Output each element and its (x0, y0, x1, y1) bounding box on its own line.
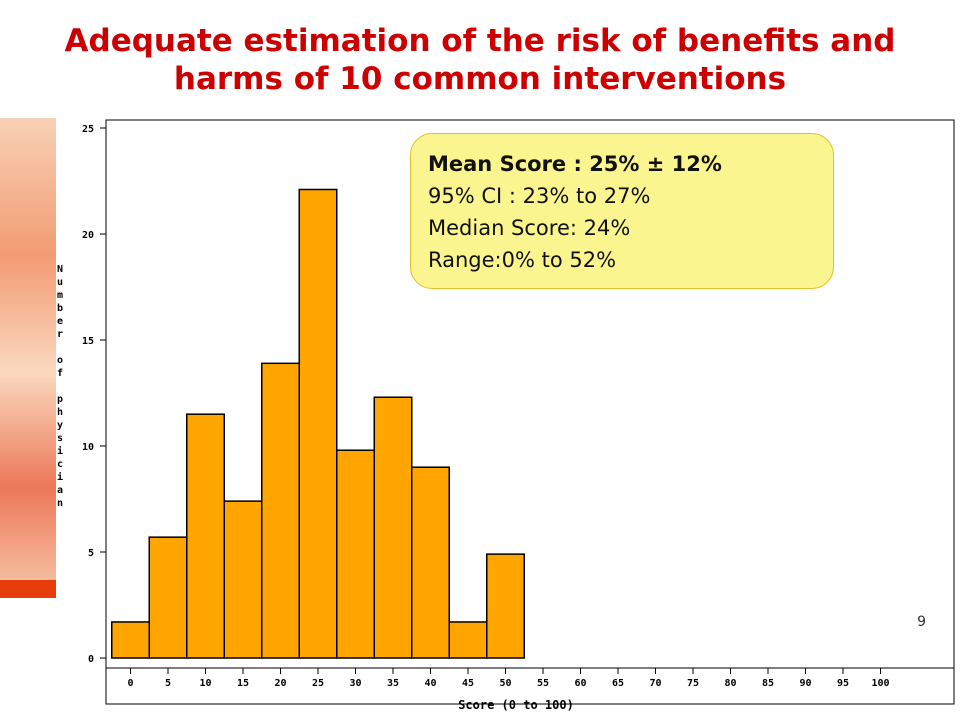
y-axis-label-char: m (57, 290, 63, 301)
background-decoration-left (0, 118, 58, 580)
y-axis-label-char: i (57, 471, 63, 483)
y-axis-label-char: h (57, 407, 63, 418)
bar-5 (148, 536, 188, 659)
x-tick-label: 80 (724, 678, 736, 689)
bar-25 (298, 188, 338, 659)
x-tick-label: 65 (612, 678, 624, 689)
y-axis-label-char: e (57, 316, 63, 327)
x-axis-label: Score (0 to 100) (458, 698, 574, 712)
bar-40 (411, 466, 450, 659)
x-tick-label: 50 (499, 678, 511, 689)
bar-20 (261, 362, 300, 659)
y-axis-label-char: f (57, 368, 63, 379)
y-axis-label-char: i (57, 445, 63, 457)
x-tick-label: 100 (871, 678, 889, 689)
bar-0 (111, 621, 150, 659)
bar-50 (486, 553, 525, 659)
y-axis-label-char: r (57, 329, 63, 340)
x-tick-label: 40 (424, 678, 436, 689)
x-tick-label: 75 (687, 678, 699, 689)
y-axis-label-char: u (57, 277, 63, 288)
confidence-interval-text: 95% CI : 23% to 27% (428, 184, 651, 208)
slide-title: Adequate estimation of the risk of benef… (0, 22, 960, 98)
x-tick-label: 95 (837, 678, 849, 689)
bar-15 (223, 500, 263, 659)
mean-score-text: Mean Score : 25% ± 12% (428, 152, 722, 176)
x-tick-label: 25 (312, 678, 324, 689)
y-axis-label-char: b (57, 303, 63, 314)
y-axis: 0 5 10 15 20 25 (82, 120, 107, 704)
bars-group (111, 188, 525, 659)
median-score-text: Median Score: 24% (428, 216, 631, 240)
x-tick-label: 15 (237, 678, 249, 689)
bar-10 (186, 413, 225, 659)
x-tick-label: 60 (574, 678, 586, 689)
stats-summary-box: Mean Score : 25% ± 12% 95% CI : 23% to 2… (410, 133, 834, 289)
x-tick-label: 90 (799, 678, 811, 689)
x-tick-label: 85 (762, 678, 774, 689)
y-axis-label-char: n (57, 498, 63, 509)
x-tick-label: 5 (165, 678, 171, 689)
y-axis-label-char: s (57, 433, 63, 444)
y-tick-label: 5 (88, 548, 94, 559)
y-tick-label: 15 (82, 336, 94, 347)
y-tick-label: 20 (82, 230, 94, 241)
histogram-svg: 0 5 10 15 20 25 0 5 10 15 20 25 30 35 40 45 50 55 60 65 70 7… (57, 119, 955, 712)
background-accent-bar-left (0, 580, 60, 598)
bar-35 (373, 396, 413, 659)
y-axis-label-char: N (57, 264, 63, 275)
y-tick-label: 0 (88, 654, 94, 665)
y-tick-label: 25 (82, 124, 94, 135)
x-tick-label: 10 (199, 678, 211, 689)
y-axis-label-char: c (57, 459, 63, 470)
range-text: Range:0% to 52% (428, 248, 617, 272)
x-axis: 0 5 10 15 20 25 30 35 40 45 50 55 60 65 70 75 80 85 90 95 10… (106, 667, 954, 689)
x-tick-label: 30 (349, 678, 361, 689)
x-tick-label: 45 (462, 678, 474, 689)
bar-30 (336, 449, 375, 659)
x-tick-label: 20 (274, 678, 286, 689)
x-tick-label: 0 (127, 678, 133, 689)
page-number: 9 (917, 614, 926, 630)
bar-45 (448, 621, 488, 659)
y-axis-label-char: p (57, 394, 63, 405)
x-tick-label: 35 (387, 678, 399, 689)
x-tick-label: 55 (537, 678, 549, 689)
x-tick-label: 70 (649, 678, 661, 689)
y-axis-label-char: o (57, 355, 63, 366)
y-tick-label: 10 (82, 442, 94, 453)
y-axis-label-char: y (57, 420, 63, 431)
slide-title-line2: harms of 10 common interventions (173, 61, 787, 97)
slide-title-line1: Adequate estimation of the risk of benef… (64, 23, 896, 59)
y-axis-label-char: a (57, 485, 63, 496)
